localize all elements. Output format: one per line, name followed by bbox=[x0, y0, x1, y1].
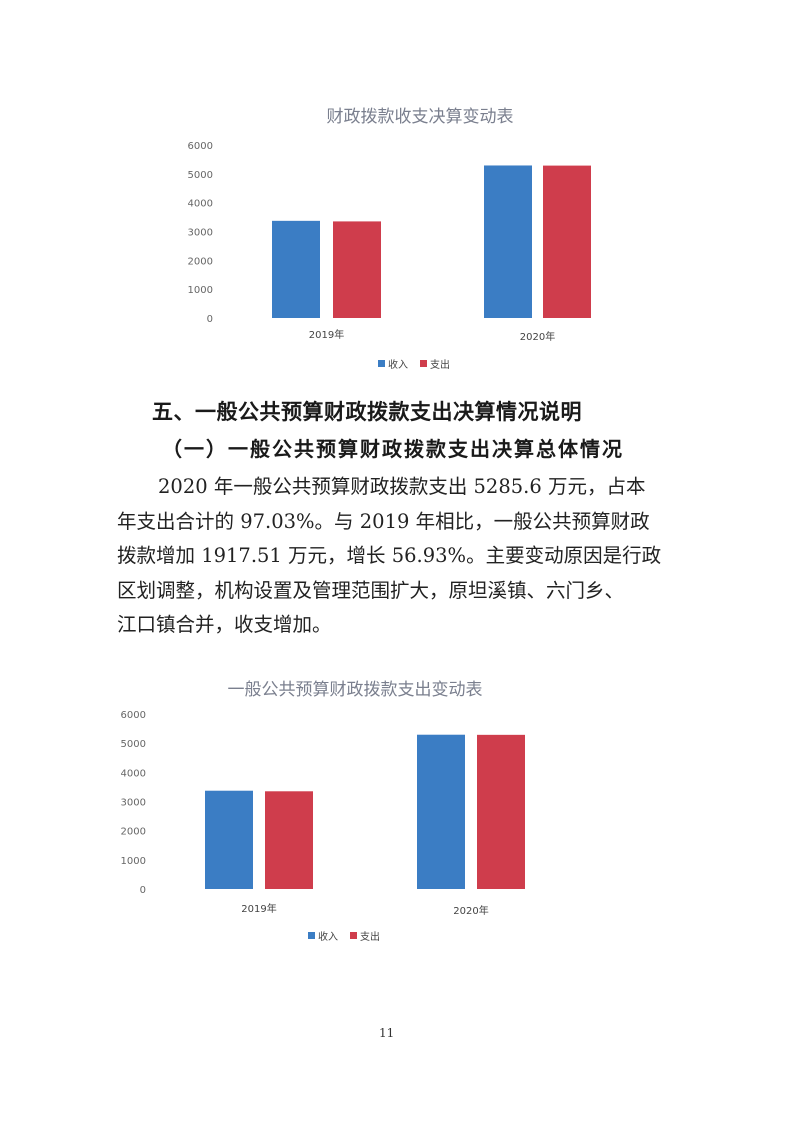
y-tick-label: 0 bbox=[140, 885, 146, 896]
section-heading: 五、一般公共预算财政拨款支出决算情况说明 bbox=[152, 400, 582, 424]
y-tick-label: 6000 bbox=[121, 710, 146, 721]
x-category-label: 2020年 bbox=[520, 330, 555, 343]
bar-expenditure-2020 bbox=[543, 165, 591, 318]
y-tick-label: 1000 bbox=[121, 856, 146, 867]
section-subheading: （一）一般公共预算财政拨款支出决算总体情况 bbox=[162, 437, 624, 461]
paragraph-line: 2020 年一般公共预算财政拨款支出 5285.6 万元，占本 bbox=[158, 475, 646, 498]
y-tick-label: 1000 bbox=[188, 285, 213, 296]
paragraph-line: 江口镇合并，收支增加。 bbox=[117, 613, 332, 636]
x-category-label: 2020年 bbox=[453, 904, 488, 917]
bar-expenditure-2020 bbox=[477, 734, 525, 889]
y-tick-label: 4000 bbox=[188, 199, 213, 210]
body-paragraph: 2020 年一般公共预算财政拨款支出 5285.6 万元，占本 年支出合计的 9… bbox=[117, 470, 687, 643]
legend-swatch bbox=[308, 932, 315, 939]
y-tick-label: 3000 bbox=[188, 228, 213, 239]
y-tick-label: 2000 bbox=[188, 256, 213, 267]
y-tick-label: 4000 bbox=[121, 768, 146, 779]
y-tick-label: 5000 bbox=[121, 739, 146, 750]
legend-swatch bbox=[350, 932, 357, 939]
paragraph-line: 区划调整，机构设置及管理范围扩大，原坦溪镇、六门乡、 bbox=[117, 578, 625, 602]
paragraph-line: 拨款增加 1917.51 万元，增长 56.93%。主要变动原因是行政 bbox=[117, 544, 662, 567]
legend-swatch bbox=[420, 360, 427, 367]
bar-income-2019 bbox=[205, 790, 253, 889]
fiscal-appropriation-revenue-expenditure-chart: 财政拨款收支决算变动表 0 1000 2000 3000 4000 5000 6000 2019… bbox=[0, 0, 793, 380]
paragraph-line: 年支出合计的 97.03%。与 2019 年相比，一般公共预算财政 bbox=[117, 509, 650, 533]
x-category-label: 2019年 bbox=[309, 328, 344, 341]
y-tick-label: 3000 bbox=[121, 798, 146, 809]
legend-label: 收入 bbox=[318, 930, 338, 943]
y-tick-label: 0 bbox=[207, 314, 213, 325]
bar-income-2020 bbox=[417, 734, 465, 889]
chart-title: 一般公共预算财政拨款支出变动表 bbox=[228, 680, 483, 700]
legend-label: 收入 bbox=[388, 358, 408, 371]
x-category-label: 2019年 bbox=[241, 902, 276, 915]
legend-label: 支出 bbox=[360, 930, 380, 943]
y-tick-label: 6000 bbox=[188, 141, 213, 152]
chart-title: 财政拨款收支决算变动表 bbox=[327, 107, 514, 127]
y-tick-label: 2000 bbox=[121, 827, 146, 838]
bar-income-2019 bbox=[272, 220, 320, 318]
bar-expenditure-2019 bbox=[333, 221, 381, 318]
bar-income-2020 bbox=[484, 165, 532, 318]
y-tick-label: 5000 bbox=[188, 170, 213, 181]
page-number: 11 bbox=[379, 1026, 395, 1040]
bar-expenditure-2019 bbox=[265, 791, 313, 889]
legend-swatch bbox=[378, 360, 385, 367]
legend-label: 支出 bbox=[430, 358, 450, 371]
